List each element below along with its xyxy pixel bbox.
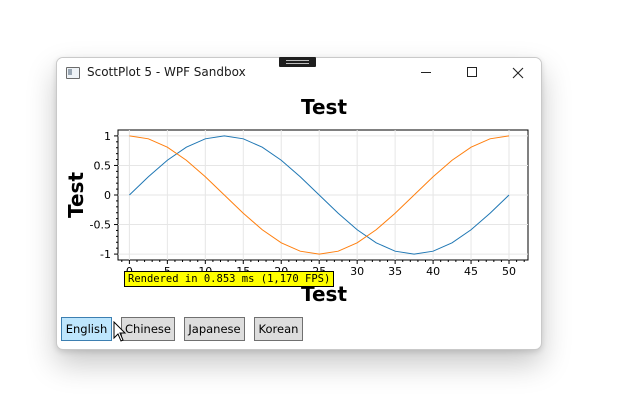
x-tick-label: 40	[426, 265, 440, 278]
x-tick-label: 35	[388, 265, 402, 278]
scottplot-chart[interactable]: Test 05101520253035404550 10.50-0.5-1 Te…	[57, 88, 541, 314]
maximize-button[interactable]	[449, 58, 495, 88]
y-axis-label: Test	[64, 172, 88, 218]
minor-ticks	[116, 141, 525, 262]
series-group	[129, 135, 510, 255]
japanese-button[interactable]: Japanese	[184, 317, 245, 341]
series-2-line	[129, 135, 510, 255]
y-axis: 1 0.5 0 -0.5 -1	[90, 130, 118, 261]
y-tick-label: 0.5	[94, 159, 112, 172]
y-tick-label: -0.5	[90, 219, 111, 232]
language-buttons: English Chinese Japanese Korean	[57, 317, 541, 345]
y-tick-label: 1	[104, 130, 111, 143]
app-window-icon	[66, 67, 80, 79]
snap-layout-handle[interactable]	[279, 57, 316, 67]
chinese-button[interactable]: Chinese	[121, 317, 175, 341]
y-tick-label: -1	[100, 248, 111, 261]
render-stats-label: Rendered in 0.853 ms (1,170 FPS)	[124, 271, 335, 287]
close-button[interactable]	[495, 58, 541, 88]
chart-title: Test	[301, 95, 347, 119]
x-tick-label: 50	[502, 265, 516, 278]
x-tick-label: 45	[464, 265, 478, 278]
window-title: ScottPlot 5 - WPF Sandbox	[87, 65, 246, 79]
minimize-button[interactable]	[403, 58, 449, 88]
series-1-line	[129, 135, 510, 255]
close-icon	[512, 67, 524, 79]
english-button[interactable]: English	[61, 317, 112, 341]
mouse-cursor-icon	[113, 321, 127, 342]
y-tick-label: 0	[104, 189, 111, 202]
app-window: ScottPlot 5 - WPF Sandbox Test 051015202…	[56, 57, 542, 350]
x-tick-label: 30	[350, 265, 364, 278]
chart-svg: Test 05101520253035404550 10.50-0.5-1 Te…	[64, 95, 529, 306]
korean-button[interactable]: Korean	[254, 317, 303, 341]
